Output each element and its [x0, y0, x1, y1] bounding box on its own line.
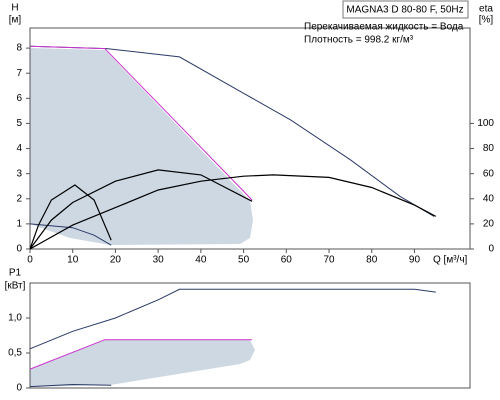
- operating-range: [30, 340, 255, 387]
- y-tick-label: 0: [16, 383, 22, 394]
- annotation: Плотность = 998.2 кг/м³: [304, 35, 414, 46]
- y2-tick-label: 40: [483, 193, 495, 204]
- title-box: [342, 0, 469, 19]
- annotation: Перекачиваемая жидкость = Вода: [304, 22, 464, 33]
- y2-axis-unit: [%]: [479, 15, 494, 26]
- y-axis-unit: [м]: [9, 15, 22, 26]
- y-tick-label: 4: [16, 143, 22, 154]
- y-tick-label: 7: [16, 68, 22, 79]
- x-tick-label: 50: [238, 255, 250, 266]
- curve: [29, 339, 253, 370]
- x-tick-label: 40: [195, 255, 207, 266]
- curve: [29, 45, 435, 217]
- x-tick-label: 20: [110, 255, 122, 266]
- x-tick-label: 0: [27, 255, 33, 266]
- curve: [29, 288, 436, 350]
- y-tick-label: 3: [16, 168, 22, 179]
- x-tick-label: 60: [281, 255, 293, 266]
- y2-tick-label: 100: [477, 118, 494, 129]
- y-axis-unit: [кВт]: [5, 281, 26, 292]
- x-axis-label: Q [м³/ч]: [433, 255, 468, 266]
- curve: [29, 184, 112, 250]
- curve: [29, 223, 112, 246]
- y-tick-label: 1,0: [8, 313, 22, 324]
- y-tick-label: 5: [16, 118, 22, 129]
- y2-tick-label: 20: [483, 219, 495, 230]
- curve: [29, 169, 253, 250]
- y-tick-label: 8: [16, 43, 22, 54]
- plot-frame: [29, 282, 471, 389]
- y-axis-label: H: [11, 3, 18, 14]
- x-tick-label: 80: [366, 255, 378, 266]
- operating-range: [30, 48, 253, 245]
- x-tick-label: 90: [409, 255, 421, 266]
- y2-tick-label: 0: [488, 244, 494, 255]
- y2-axis-label: eta: [479, 4, 493, 15]
- y-tick-label: 0,5: [8, 348, 22, 359]
- chart-title: MAGNA3 D 80-80 F, 50Hz: [346, 5, 463, 16]
- curve: [29, 174, 437, 250]
- x-tick-label: 10: [67, 255, 79, 266]
- x-tick-label: 30: [153, 255, 165, 266]
- x-tick-label: 70: [323, 255, 335, 266]
- y-tick-label: 2: [16, 193, 22, 204]
- y2-tick-label: 80: [483, 143, 495, 154]
- y-axis-label: P1: [9, 268, 22, 279]
- y-tick-label: 1: [16, 219, 22, 230]
- curve: [29, 45, 253, 201]
- plot-frame: [29, 27, 471, 250]
- y2-tick-label: 60: [483, 168, 495, 179]
- y-tick-label: 6: [16, 93, 22, 104]
- curve: [29, 383, 112, 388]
- y-tick-label: 0: [16, 244, 22, 255]
